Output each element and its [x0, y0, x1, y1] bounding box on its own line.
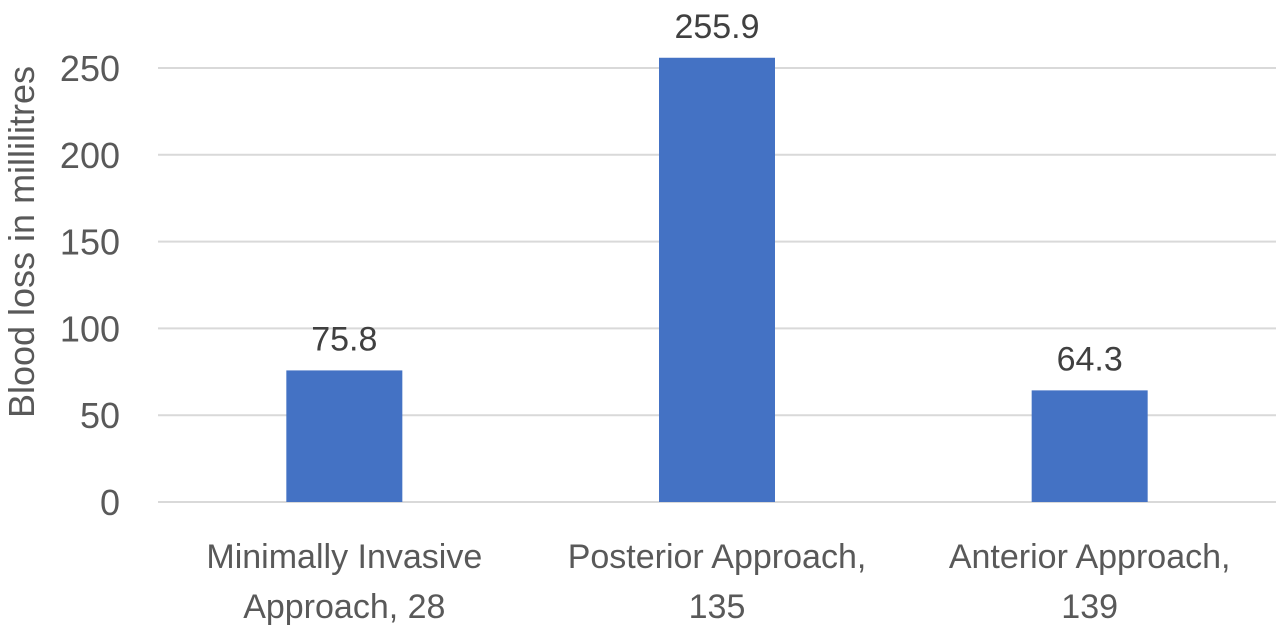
y-axis-ticks: 0 50 100 150 200 250 [60, 48, 120, 523]
data-label: 255.9 [674, 8, 759, 46]
data-label: 64.3 [1057, 340, 1123, 378]
y-tick-label: 50 [80, 395, 120, 436]
data-labels: 75.8 255.9 64.3 [311, 8, 1123, 379]
x-axis-categories: Minimally Invasive Approach, 28 Posterior … [206, 538, 1230, 626]
x-category-label: 135 [689, 588, 746, 626]
y-tick-label: 100 [60, 308, 120, 349]
x-category-label: 139 [1061, 588, 1118, 626]
bar [286, 370, 403, 502]
y-axis-label: Blood loss in millilitres [1, 66, 42, 418]
bars [286, 57, 1148, 502]
y-tick-label: 250 [60, 48, 120, 89]
y-tick-label: 0 [100, 482, 120, 523]
x-category-label: Minimally Invasive [206, 538, 482, 576]
x-category-label: Approach, 28 [243, 588, 445, 626]
y-tick-label: 200 [60, 135, 120, 176]
x-category-label: Anterior Approach, [949, 538, 1231, 576]
x-category-label: Posterior Approach, [568, 538, 867, 576]
data-label: 75.8 [311, 320, 377, 358]
bar [1031, 390, 1148, 502]
y-tick-label: 150 [60, 222, 120, 263]
bar [659, 57, 775, 502]
